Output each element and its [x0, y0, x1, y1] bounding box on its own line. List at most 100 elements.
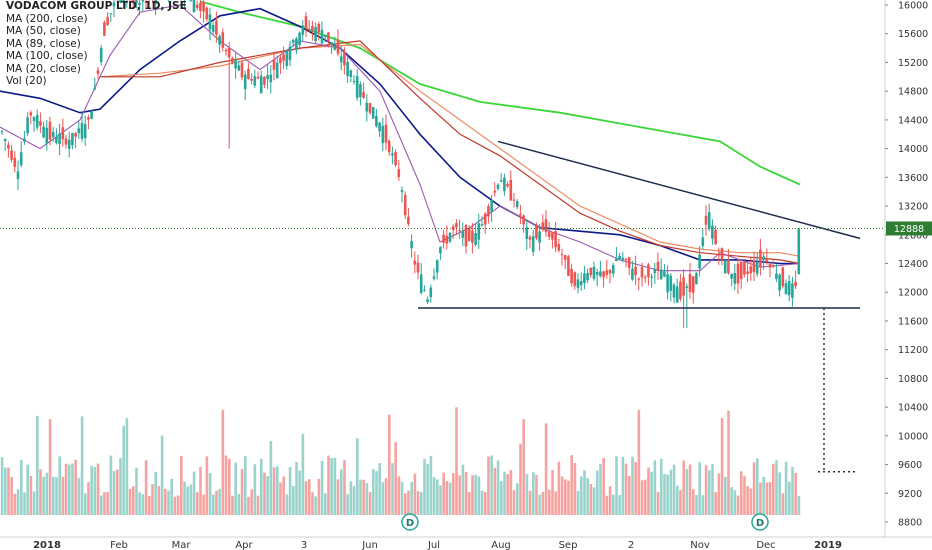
candle-body: [768, 263, 772, 268]
volume-bar: [701, 495, 705, 515]
candle-body: [666, 274, 669, 293]
volume-bar: [615, 456, 618, 515]
volume-bar: [330, 457, 333, 515]
candle-body: [154, 0, 157, 4]
volume-bar: [618, 495, 621, 515]
volume-bar: [135, 467, 138, 515]
candle-body: [231, 57, 234, 63]
candle-body: [304, 16, 308, 29]
candle-body: [631, 268, 634, 280]
volume-bar: [676, 485, 679, 515]
candle-body: [583, 273, 586, 284]
y-tick-label: 13200: [898, 202, 928, 213]
volume-bar: [410, 482, 413, 515]
ma200-line: [199, 0, 801, 186]
volume-bar: [586, 478, 589, 515]
candle-body: [211, 25, 215, 32]
volume-bar: [343, 460, 346, 515]
candle-body: [714, 229, 717, 245]
volume-bar: [39, 469, 42, 515]
candle-body: [224, 49, 228, 52]
volume-bar: [103, 492, 106, 515]
candle-body: [419, 274, 423, 294]
candle-body: [483, 213, 487, 225]
volume-bar: [484, 492, 487, 515]
y-tick-label: 12800: [898, 230, 928, 241]
volume-bar: [391, 463, 394, 515]
volume-bar: [276, 466, 279, 515]
volume-bar: [384, 478, 388, 515]
candle-body: [477, 223, 481, 240]
volume-bar: [660, 458, 663, 515]
candle-body: [688, 274, 692, 293]
candle-body: [752, 260, 756, 273]
candle-body: [375, 116, 378, 127]
candle-body: [426, 299, 429, 303]
volume-bar: [413, 473, 417, 515]
volume-bar: [138, 492, 141, 515]
volume-bar: [576, 490, 580, 515]
volume-bar: [634, 462, 637, 515]
volume-bar: [346, 494, 349, 515]
volume-bar: [234, 462, 237, 515]
volume-bar: [317, 478, 321, 515]
x-tick-label: Sep: [559, 540, 578, 550]
volume-bar: [730, 487, 733, 515]
volume-bar: [228, 458, 231, 515]
volume-bar: [20, 460, 23, 515]
volume-bar: [80, 416, 84, 515]
candle-body: [138, 2, 141, 5]
volume-bar: [672, 464, 676, 515]
candle-body: [295, 38, 298, 51]
y-tick-label: 14800: [898, 87, 928, 98]
candle-body: [775, 273, 778, 279]
volume-bar: [176, 495, 180, 515]
candle-body: [407, 216, 410, 225]
volume-bar: [311, 492, 314, 515]
candle-body: [45, 127, 49, 144]
volume-bar: [244, 456, 247, 515]
candle-body: [10, 150, 13, 160]
candle-body: [439, 247, 442, 254]
y-tick-label: 11200: [898, 345, 928, 356]
candle-body: [547, 231, 551, 237]
volume-bar: [704, 465, 708, 515]
candle-body: [391, 153, 394, 156]
candle-body: [240, 62, 244, 78]
volume-bar: [96, 463, 100, 515]
volume-bar: [768, 481, 772, 515]
volume-bar: [202, 494, 205, 515]
volume-bar: [423, 458, 426, 515]
candle-body: [109, 13, 113, 15]
volume-bar: [567, 480, 570, 515]
volume-bar: [647, 467, 650, 515]
candle-body: [42, 126, 45, 138]
candle-body: [499, 180, 503, 182]
volume-bar: [205, 456, 209, 515]
candle-body: [269, 74, 273, 83]
candle-body: [682, 277, 685, 296]
volume-bar: [221, 409, 225, 515]
volume-bar: [164, 488, 167, 515]
y-tick-label: 13600: [898, 173, 928, 184]
volume-bar: [455, 407, 458, 515]
candle-body: [759, 249, 762, 267]
volume-bar: [365, 483, 369, 515]
volume-bar: [490, 455, 493, 515]
candle-body: [61, 127, 65, 140]
candle-body: [400, 190, 404, 192]
volume-bar: [496, 460, 500, 515]
volume-bar: [458, 475, 461, 515]
candle-body: [259, 75, 263, 94]
candle-body: [432, 276, 436, 279]
volume-bar: [68, 464, 71, 515]
candle-body: [93, 87, 97, 90]
volume-bar: [128, 489, 132, 515]
volume-bar: [359, 479, 362, 515]
volume-bar: [653, 460, 657, 515]
volume-bar: [474, 474, 477, 515]
x-tick-label: 3: [301, 540, 307, 550]
candle-body: [0, 131, 4, 133]
volume-bar: [471, 475, 474, 515]
